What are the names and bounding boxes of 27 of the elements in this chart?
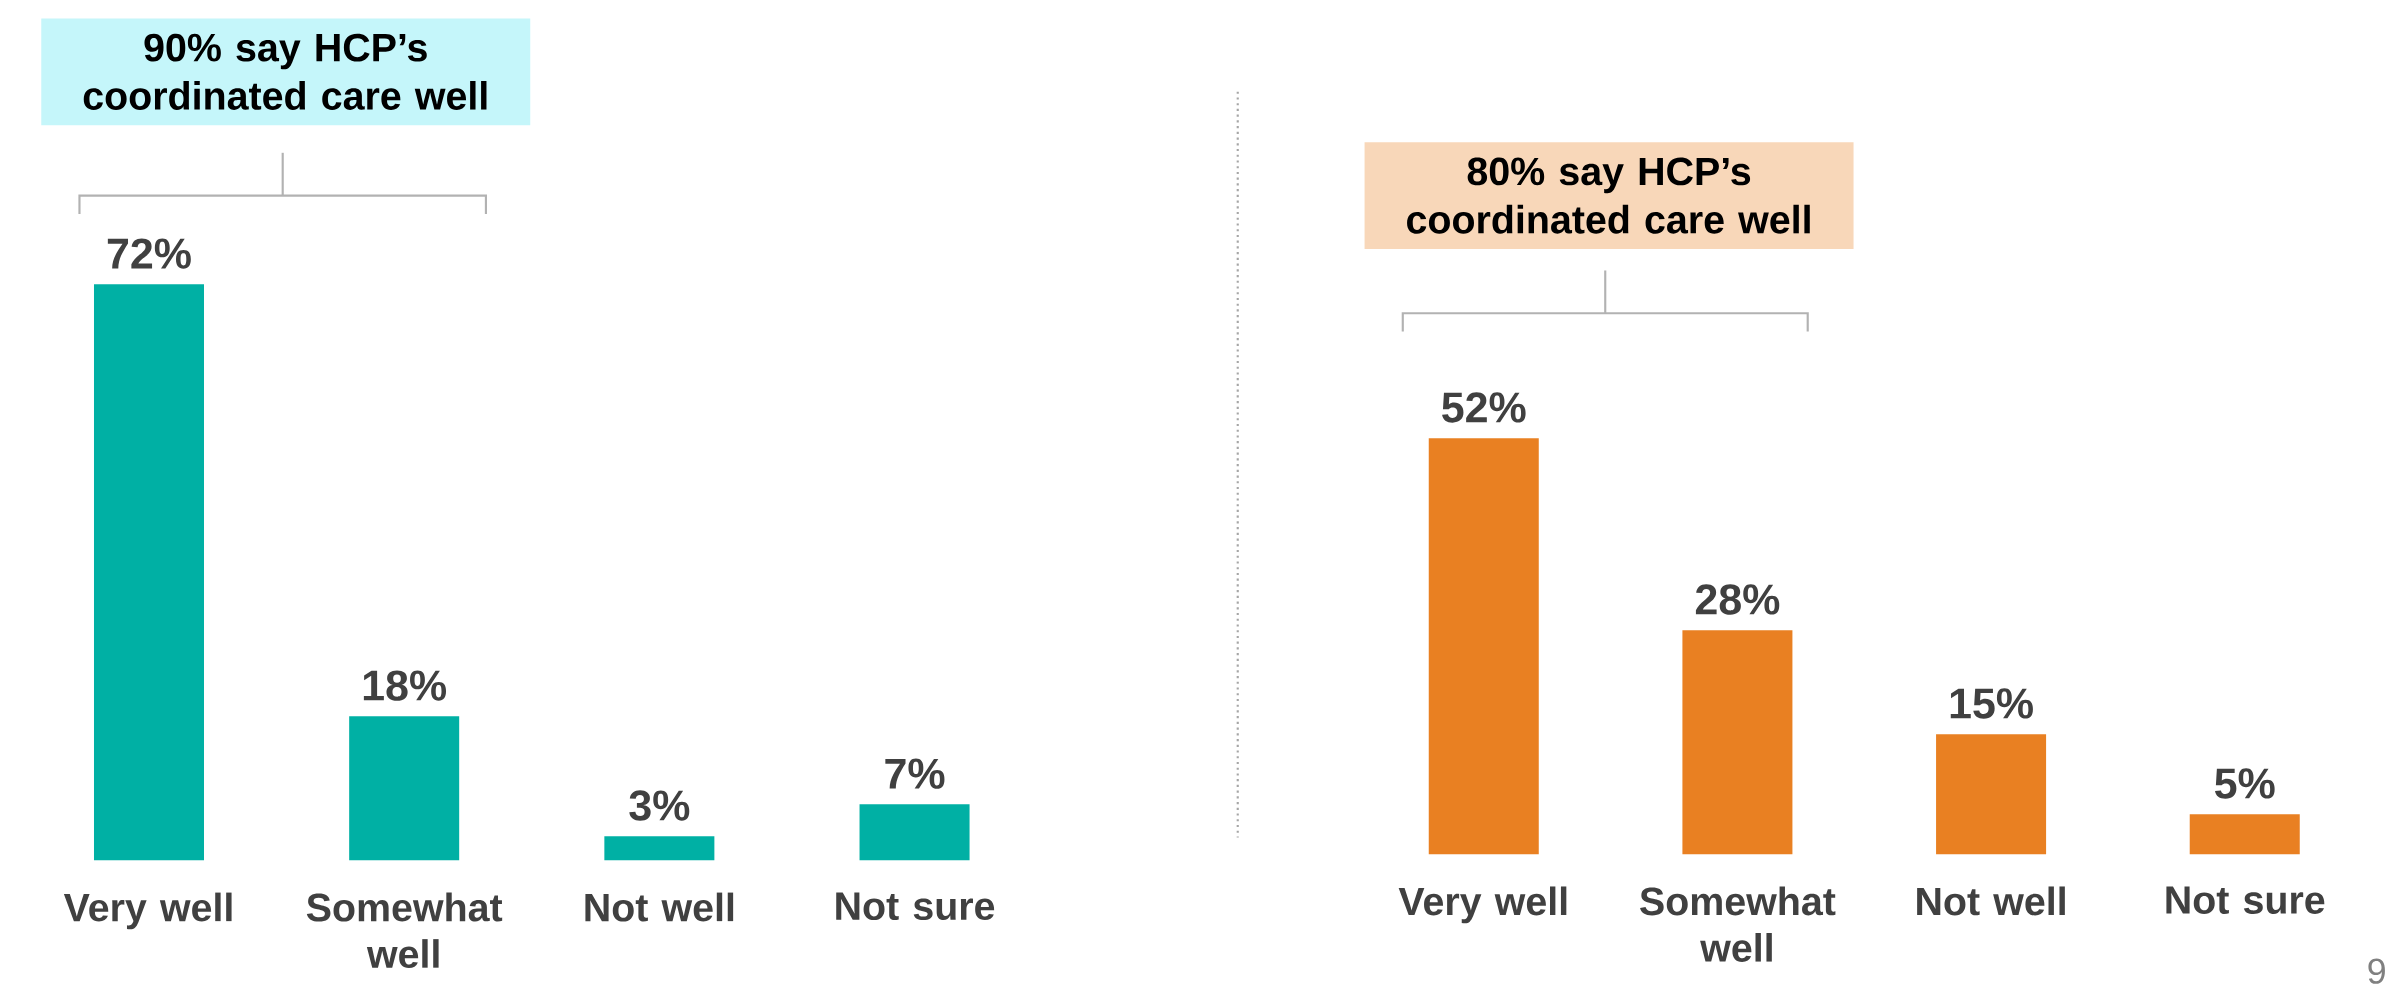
text: 9 [2368,958,2385,984]
x-tick-label: Not well [1917,886,2065,916]
data-label: 3% [629,790,690,821]
bar [859,804,970,861]
bar [349,716,460,861]
data-label: 28% [1695,584,1780,615]
x-tick-label: Not sure [836,892,995,921]
bar [604,836,715,861]
data-label: 18% [363,670,447,701]
data-label: 72% [107,238,191,269]
bar [1682,630,1793,855]
bar [1428,438,1539,855]
bar [1936,734,2047,855]
bar [93,284,204,861]
x-tick-label: Very well [63,892,232,930]
data-label: 15% [1950,688,2033,719]
x-tick-label: Somewhat well [306,892,503,969]
chart-title: 80% say HCP’s coordinated care well [1407,157,1810,234]
data-label: 7% [885,758,945,789]
chart-title: 90% say HCP’s coordinated care well [83,33,487,111]
data-label: 52% [1442,392,1526,423]
x-tick-label: Very well [1398,886,1567,924]
data-label: 5% [2215,768,2275,799]
bar [2189,814,2300,855]
x-tick-label: Not well [585,892,734,922]
x-tick-label: Somewhat well [1640,886,1836,963]
x-tick-label: Not sure [2166,886,2325,915]
